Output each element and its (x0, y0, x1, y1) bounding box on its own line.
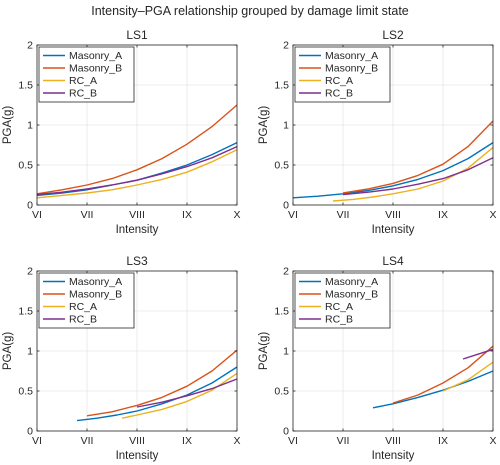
y-tick-label: 2 (27, 266, 33, 278)
series-line-masonry-b (392, 345, 494, 404)
x-tick-label: IX (182, 435, 192, 447)
y-tick-label: 1 (27, 346, 33, 358)
series-line-masonry-a (76, 366, 238, 422)
legend-entry: RC_B (69, 88, 97, 100)
legend-entry: RC_A (325, 75, 353, 87)
series-line-masonry-b (86, 349, 238, 417)
legend-entry: RC_A (69, 301, 97, 313)
series-line-rc-b (342, 157, 494, 196)
x-tick-label: IX (438, 209, 448, 221)
series-line-rc-b (136, 378, 238, 408)
series-line-masonry-a (292, 142, 494, 199)
series-line-rc-a (36, 149, 238, 199)
y-tick-label: 1.5 (18, 306, 33, 318)
x-tick-label: VI (288, 209, 298, 221)
x-tick-label: VI (288, 435, 298, 447)
x-tick-label: VI (32, 435, 42, 447)
y-tick-label: 1.5 (274, 306, 289, 318)
y-tick-label: 2 (27, 40, 33, 52)
x-tick-label: X (489, 435, 496, 447)
x-axis-label: Intensity (372, 224, 415, 236)
legend-entry: RC_A (325, 301, 353, 313)
legend-entry: Masonry_A (325, 276, 378, 288)
legend-entry: Masonry_A (69, 276, 122, 288)
y-tick-label: 0.5 (18, 160, 33, 172)
y-tick-label: 0.5 (274, 386, 289, 398)
x-tick-label: VIII (129, 209, 145, 221)
y-axis-label: PGA(g) (258, 106, 270, 145)
subplot-ls3: VI VII VIII IX X 0 0.5 1 1.5 2 LS3 Intensity PGA(g) M… (2, 254, 241, 462)
x-tick-label: VII (81, 209, 94, 221)
x-axis-label: Intensity (116, 450, 159, 462)
series-line-masonry-a (372, 370, 494, 409)
series-line-masonry-b (342, 120, 494, 194)
legend-entry: RC_B (325, 88, 353, 100)
x-tick-label: VIII (129, 435, 145, 447)
y-tick-label: 1.5 (274, 80, 289, 92)
legend-entry: RC_B (325, 314, 353, 326)
y-tick-label: 0 (283, 426, 289, 438)
y-tick-label: 0.5 (274, 160, 289, 172)
series-line-rc-b (36, 145, 238, 196)
x-tick-label: X (233, 435, 240, 447)
subplot-title: LS4 (382, 254, 404, 268)
series-line-rc-a (332, 146, 494, 202)
y-tick-label: 1 (283, 120, 289, 132)
legend-entry: Masonry_B (325, 289, 378, 301)
legend-entry: Masonry_B (325, 63, 378, 75)
legend-entry: Masonry_B (69, 289, 122, 301)
y-axis-label: PGA(g) (2, 106, 14, 145)
subplot-title: LS1 (126, 28, 148, 42)
y-tick-label: 0.5 (18, 386, 33, 398)
subplot-ls2: VI VII VIII IX X 0 0.5 1 1.5 2 LS2 Intensity PGA(g) M… (258, 28, 497, 236)
y-tick-label: 1 (27, 120, 33, 132)
legend-entry: Masonry_B (69, 63, 122, 75)
series-line-rc-a (442, 361, 494, 392)
subplot-title: LS2 (382, 28, 404, 42)
x-tick-label: IX (438, 435, 448, 447)
x-tick-label: VIII (385, 435, 401, 447)
y-tick-label: 2 (283, 266, 289, 278)
legend-entry: RC_A (69, 75, 97, 87)
figure-title: Intensity–PGA relationship grouped by da… (91, 4, 409, 18)
subplot-ls4: VI VII VIII IX X 0 0.5 1 1.5 2 LS4 Intensity PGA(g) M… (258, 254, 497, 462)
y-axis-label: PGA(g) (258, 332, 270, 371)
subplot-ls1: VI VII VIII IX X 0 0.5 1 1.5 2 LS1 Intensity PGA(g) M… (2, 28, 241, 236)
legend-entry: Masonry_A (69, 50, 122, 62)
x-tick-label: VI (32, 209, 42, 221)
subplot-title: LS3 (126, 254, 148, 268)
x-tick-label: VIII (385, 209, 401, 221)
x-tick-label: X (233, 209, 240, 221)
y-axis-label: PGA(g) (2, 332, 14, 371)
y-tick-label: 1 (283, 346, 289, 358)
x-axis-label: Intensity (372, 450, 415, 462)
x-tick-label: VII (81, 435, 94, 447)
y-tick-label: 1.5 (18, 80, 33, 92)
x-tick-label: VII (337, 209, 350, 221)
x-tick-label: X (489, 209, 496, 221)
x-tick-label: IX (182, 209, 192, 221)
series-line-masonry-b (36, 104, 238, 195)
series-line-rc-b (462, 348, 494, 360)
x-axis-label: Intensity (116, 224, 159, 236)
y-tick-label: 0 (27, 200, 33, 212)
y-tick-label: 0 (27, 426, 33, 438)
x-tick-label: VII (337, 435, 350, 447)
y-tick-label: 0 (283, 200, 289, 212)
legend-entry: Masonry_A (325, 50, 378, 62)
legend-entry: RC_B (69, 314, 97, 326)
y-tick-label: 2 (283, 40, 289, 52)
